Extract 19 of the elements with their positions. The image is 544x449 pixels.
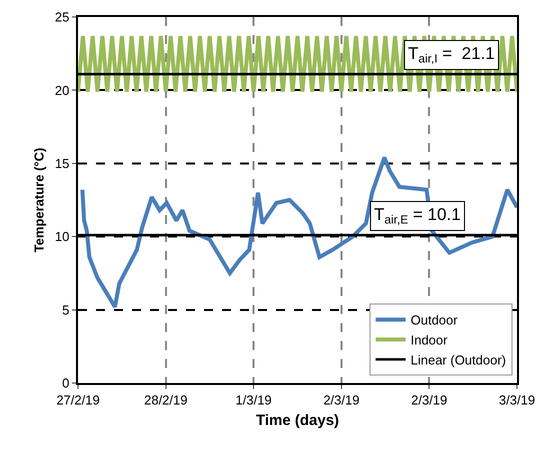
y-tick-label: 15 (54, 156, 70, 171)
x-tick-label: 1/3/19 (236, 392, 272, 408)
y-tick-label: 0 (62, 376, 70, 391)
x-axis-title: Time (days) (256, 412, 340, 430)
x-tick-label: 2/3/19 (411, 392, 448, 408)
annotation: T$_{air,E}$ = 10.1 (374, 205, 461, 227)
y-tick-label: 5 (62, 302, 70, 318)
x-tick-label: 3/3/19 (498, 392, 536, 408)
x-tick-label: 27/2/19 (56, 392, 100, 408)
annotation: T$_{air,I}$ = 21.1 (408, 44, 495, 66)
x-tick-label: 2/3/19 (323, 392, 360, 408)
y-tick-label: 10 (54, 229, 70, 244)
y-tick-label: 20 (54, 82, 70, 98)
x-tick-label: 28/2/19 (144, 392, 188, 408)
legend-label: Linear (Outdoor) (410, 352, 506, 368)
y-axis-title: Temperature (°C) (31, 148, 46, 252)
legend-label: Indoor (410, 332, 448, 348)
y-tick-label: 25 (54, 10, 70, 25)
legend-label: Outdoor (410, 312, 458, 328)
